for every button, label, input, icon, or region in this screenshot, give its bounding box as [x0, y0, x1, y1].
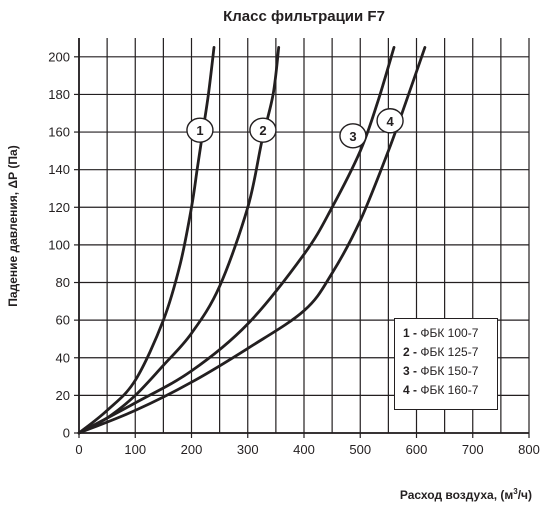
x-tick-label: 200: [181, 442, 203, 457]
chart-title: Класс фильтрации F7: [223, 8, 385, 25]
curve-marker-label-3: 3: [349, 129, 356, 144]
legend-item-2: 2 - ФБК 125-7: [403, 345, 479, 359]
legend-label: ФБК 125-7: [420, 345, 479, 359]
x-tick-label: 400: [293, 442, 315, 457]
x-tick-label: 600: [406, 442, 428, 457]
curve-marker-3: [339, 123, 367, 149]
legend-number: 2: [403, 345, 410, 359]
legend: 1 - ФБК 100-7 2 - ФБК 125-7 3 - ФБК 150-…: [394, 318, 498, 410]
x-tick-label: 700: [462, 442, 484, 457]
x-tick-label: 300: [237, 442, 259, 457]
y-tick-label: 0: [63, 426, 70, 441]
axes: 0 20 40 60 80 100 120 140 160 180 200 0 100 200 300 400…: [48, 38, 540, 457]
y-tick-label: 100: [48, 237, 70, 252]
y-tick-label: 60: [56, 313, 70, 328]
series-line-4: [77, 46, 427, 435]
series-line-2: [77, 46, 281, 435]
x-tick-label: 0: [75, 442, 82, 457]
y-tick-label: 140: [48, 162, 70, 177]
x-axis-label-superscript: 3: [513, 487, 518, 496]
y-tick-label: 20: [56, 388, 70, 403]
y-tick-label: 160: [48, 125, 70, 140]
legend-number: 1: [403, 326, 410, 340]
x-tick-label: 800: [518, 442, 540, 457]
curve-number-markers: 1 2 3 4: [186, 108, 404, 149]
y-tick-label: 80: [56, 275, 70, 290]
x-tick-label: 500: [349, 442, 371, 457]
curve-marker-2: [249, 117, 277, 143]
series-line-3: [77, 46, 396, 435]
y-tick-label: 40: [56, 350, 70, 365]
legend-item-1: 1 - ФБК 100-7: [403, 326, 479, 340]
series-curves: [77, 46, 427, 435]
y-axis-label: Падение давления, ΔР (Па): [6, 145, 20, 307]
y-tick-label: 200: [48, 49, 70, 64]
y-tick-label: 180: [48, 87, 70, 102]
legend-label: ФБК 150-7: [420, 364, 479, 378]
legend-number: 4: [403, 383, 410, 397]
legend-item-4: 4 - ФБК 160-7: [403, 383, 479, 397]
legend-label: ФБК 160-7: [420, 383, 479, 397]
legend-label: ФБК 100-7: [420, 326, 479, 340]
legend-number: 3: [403, 364, 410, 378]
x-axis-label: Расход воздуха, (м3/ч): [400, 487, 532, 502]
x-axis-label-text: Расход воздуха, (м: [399, 488, 514, 502]
series-line-1: [77, 46, 216, 435]
curve-marker-4: [376, 108, 404, 134]
y-tick-label: 120: [48, 200, 70, 215]
curve-marker-label-2: 2: [259, 123, 266, 138]
curve-marker-label-4: 4: [386, 114, 394, 129]
curve-marker-1: [186, 117, 214, 143]
legend-item-3: 3 - ФБК 150-7: [403, 364, 479, 378]
x-tick-label: 100: [124, 442, 146, 457]
grid-lines: [78, 38, 530, 434]
x-axis-label-unit: /ч): [517, 488, 532, 502]
curve-marker-label-1: 1: [196, 123, 203, 138]
